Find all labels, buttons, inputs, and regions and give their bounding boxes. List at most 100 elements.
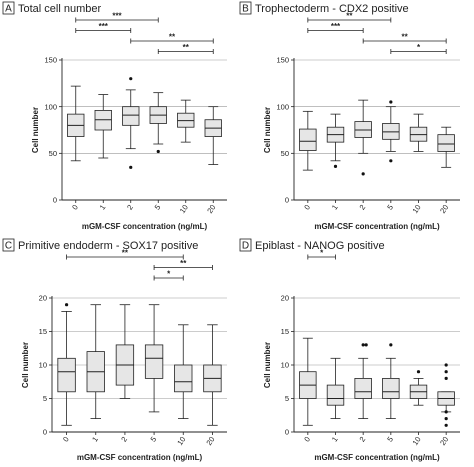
significance-bracket: * <box>307 249 336 260</box>
y-axis-label: Cell number <box>31 107 40 153</box>
box-0 <box>57 303 76 426</box>
panel-title: Primitive endoderm - SOX17 positive <box>18 240 198 252</box>
x-tick-label: 0 <box>61 435 71 444</box>
y-tick-label: 0 <box>43 428 47 437</box>
panel-c: C Primitive endoderm - SOX17 positive0510… <box>2 238 227 462</box>
box-0 <box>299 337 317 426</box>
x-tick-label: 5 <box>153 203 163 212</box>
y-axis-label: Cell number <box>263 342 272 388</box>
significance-label: ** <box>122 249 129 258</box>
box-iqr <box>57 357 76 393</box>
y-tick-label: 100 <box>44 102 57 111</box>
outlier-point <box>444 363 448 367</box>
significance-bracket: ** <box>307 12 392 23</box>
box-iqr <box>144 344 164 379</box>
box-1 <box>326 357 345 420</box>
outlier-point <box>444 376 448 380</box>
x-tick-label: 10 <box>178 203 190 215</box>
box-10 <box>177 99 195 143</box>
significance-bracket: ** <box>153 259 213 270</box>
y-tick-label: 10 <box>281 361 289 370</box>
box-iqr <box>326 384 345 406</box>
panel-letter: C <box>5 241 12 252</box>
x-tick-label: 5 <box>148 435 158 444</box>
significance-label: ** <box>183 43 190 52</box>
box-5 <box>382 343 400 420</box>
y-tick-label: 0 <box>53 196 57 205</box>
panel-letter-box <box>239 238 252 252</box>
box-iqr <box>354 377 372 399</box>
box-iqr <box>437 134 455 152</box>
panel-title: Trophectoderm - CDX2 positive <box>255 3 409 15</box>
outlier-point <box>444 370 448 374</box>
outlier-point <box>444 423 448 427</box>
x-tick-label: 20 <box>438 203 450 215</box>
y-axis-label: Cell number <box>21 342 30 388</box>
box-10 <box>409 370 428 406</box>
x-tick-label: 0 <box>70 203 80 212</box>
y-tick-label: 15 <box>39 327 47 336</box>
box-20 <box>437 363 455 427</box>
outlier-point <box>444 410 448 414</box>
significance-bracket: ** <box>157 43 214 54</box>
box-iqr <box>299 128 317 151</box>
x-axis-label: mGM-CSF concentration (ng/mL) <box>314 453 440 462</box>
box-iqr <box>174 364 193 393</box>
y-tick-label: 0 <box>285 428 289 437</box>
outlier-point <box>389 343 393 347</box>
x-tick-label: 1 <box>330 203 340 212</box>
y-tick-label: 150 <box>44 56 57 65</box>
x-tick-label: 1 <box>330 435 340 444</box>
panel-b: B Trophectoderm - CDX2 positive050100150C… <box>239 1 460 231</box>
x-tick-label: 1 <box>90 435 100 444</box>
panel-a: A Total cell number 0 50 100 150 Cell number 0 1… <box>2 1 227 231</box>
box-5 <box>149 92 167 154</box>
x-tick-label: 2 <box>358 435 368 444</box>
panel-letter: A <box>5 4 12 15</box>
x-tick-label: 10 <box>410 203 422 215</box>
outlier-point <box>64 303 69 307</box>
box-1 <box>94 94 112 159</box>
box-2 <box>354 343 372 420</box>
x-tick-label: 10 <box>410 435 422 447</box>
box-5 <box>144 304 164 413</box>
significance-label: ** <box>346 12 353 21</box>
panel-title: Epiblast - NANOG positive <box>255 240 385 252</box>
y-tick-label: 100 <box>276 102 289 111</box>
y-tick-label: 15 <box>281 327 289 336</box>
box-5 <box>382 100 400 163</box>
box-iqr <box>122 106 140 126</box>
outlier-point <box>361 172 365 176</box>
x-tick-label: 2 <box>125 203 135 212</box>
outlier-point <box>129 77 133 81</box>
significance-bracket: ** <box>66 249 184 260</box>
y-tick-label: 5 <box>43 394 47 403</box>
y-axis-label: Cell number <box>263 107 272 153</box>
x-tick-label: 20 <box>204 435 216 447</box>
outlier-point <box>333 164 338 168</box>
significance-label: * <box>417 43 421 52</box>
box-20 <box>437 126 455 168</box>
box-20 <box>203 324 222 426</box>
x-tick-label: 20 <box>438 435 450 447</box>
x-tick-label: 10 <box>175 435 187 447</box>
x-axis-label: mGM-CSF concentration (ng/mL) <box>82 222 208 231</box>
panel-letter: B <box>242 4 249 15</box>
x-axis-label: mGM-CSF concentration (ng/mL) <box>314 222 440 231</box>
x-tick-label: 1 <box>98 203 108 212</box>
panel-letter-box <box>2 1 15 15</box>
x-axis-label: mGM-CSF concentration (ng/mL) <box>77 453 203 462</box>
y-tick-label: 150 <box>276 56 289 65</box>
box-1 <box>326 113 345 168</box>
x-tick-label: 5 <box>385 435 395 444</box>
y-tick-label: 10 <box>39 361 47 370</box>
outlier-point <box>444 417 448 421</box>
outlier-point <box>389 159 393 163</box>
outlier-point <box>389 100 393 104</box>
significance-bracket: *** <box>75 12 159 23</box>
box-20 <box>204 106 222 165</box>
significance-label: * <box>167 270 171 279</box>
significance-label: *** <box>99 22 109 31</box>
x-tick-label: 5 <box>385 203 395 212</box>
